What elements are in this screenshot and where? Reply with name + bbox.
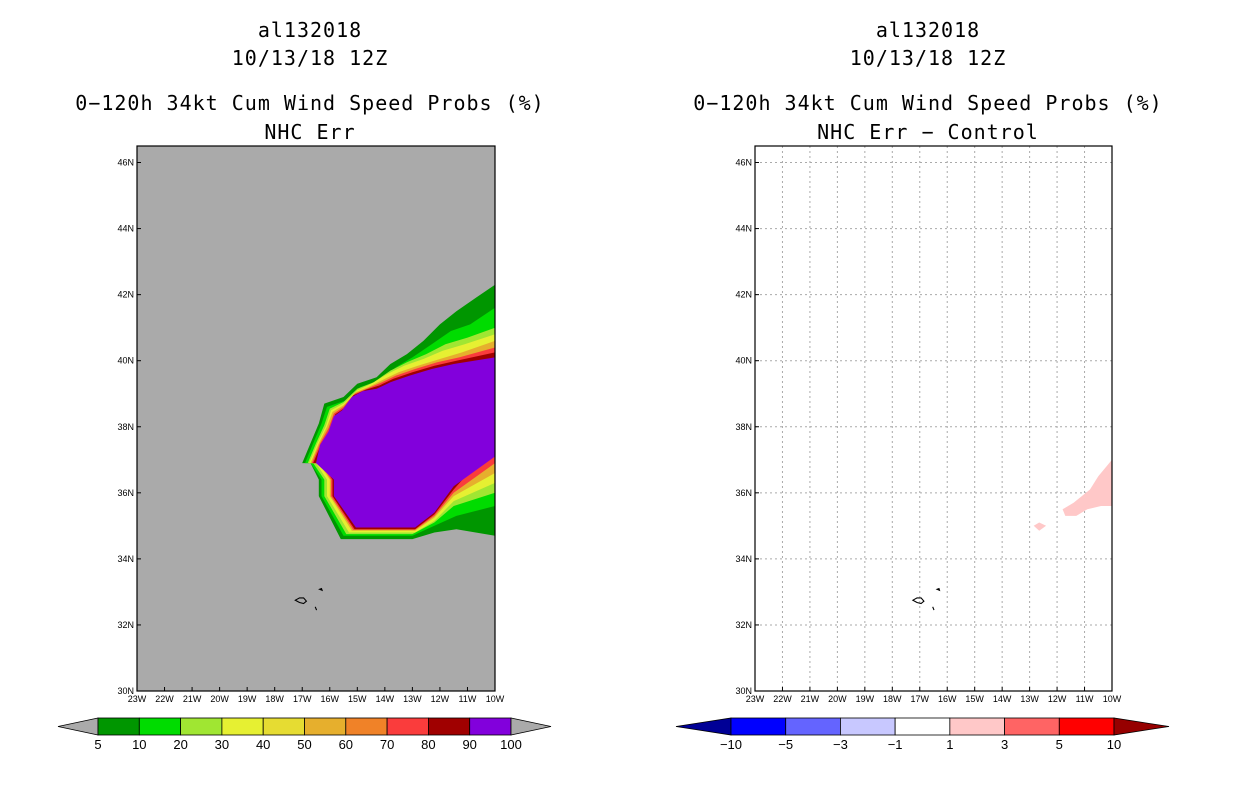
contour-100 [316, 357, 495, 528]
x-tick-label: 23W [128, 694, 147, 704]
colorbar-label: 50 [297, 737, 311, 752]
colorbar-label: 5 [94, 737, 101, 752]
colorbar-label: 90 [462, 737, 476, 752]
colorbar-swatch [262, 717, 305, 736]
x-tick-label: 14W [376, 694, 395, 704]
x-tick-label: 18W [265, 694, 284, 704]
colorbar-label: 70 [380, 737, 394, 752]
x-tick-label: 16W [321, 694, 340, 704]
colorbar-low-arrow [57, 717, 99, 736]
y-tick-label: 42N [117, 290, 134, 300]
colorbar-label: 20 [173, 737, 187, 752]
island-madeira [294, 597, 308, 605]
colorbar-swatch [97, 717, 140, 736]
colorbar-label: 10 [132, 737, 146, 752]
y-tick-label: 46N [117, 158, 134, 168]
x-tick-label: 22W [155, 694, 174, 704]
y-tick-label: 32N [117, 620, 134, 630]
x-tick-label: 11W [459, 694, 477, 704]
right-datetime: 10/13/18 12Z [849, 46, 1007, 70]
map-frame [136, 145, 496, 692]
y-tick-label: 30N [117, 686, 134, 696]
colorbar-label: 30 [215, 737, 229, 752]
left-datetime: 10/13/18 12Z [231, 46, 389, 70]
colorbar-swatch [469, 717, 512, 736]
island-porto-santo [318, 587, 324, 592]
left-product-title: 0−120h 34kt Cum Wind Speed Probs (%) [75, 91, 545, 115]
left-subtitle: NHC Err [264, 120, 356, 144]
x-tick-label: 10W [486, 694, 505, 704]
y-tick-label: 38N [117, 422, 134, 432]
x-tick-label: 20W [210, 694, 229, 704]
x-tick-label: 17W [293, 694, 312, 704]
colorbar-swatch [221, 717, 264, 736]
x-tick-label: 13W [403, 694, 422, 704]
colorbar-label: 60 [339, 737, 353, 752]
colorbar-label: 80 [421, 737, 435, 752]
x-tick-label: 12W [431, 694, 450, 704]
x-tick-label: 21W [183, 694, 202, 704]
colorbar-swatch [427, 717, 471, 736]
right-product-title: 0−120h 34kt Cum Wind Speed Probs (%) [693, 91, 1163, 115]
y-tick-label: 36N [117, 488, 134, 498]
y-tick-label: 40N [117, 356, 134, 366]
colorbar-label: 40 [256, 737, 270, 752]
island-desertas [314, 606, 318, 611]
x-tick-label: 15W [348, 694, 367, 704]
colorbar-swatch [138, 717, 182, 736]
colorbar-swatch [345, 717, 388, 736]
right-subtitle: NHC Err − Control [817, 120, 1039, 144]
right-storm-id: al132018 [875, 18, 981, 42]
colorbar-swatch [304, 717, 347, 736]
x-tick-label: 19W [238, 694, 257, 704]
colorbar-high-arrow [510, 717, 552, 736]
colorbar-swatch [386, 717, 429, 736]
colorbar-swatch [180, 717, 223, 736]
y-tick-label: 44N [117, 224, 134, 234]
left-storm-id: al132018 [257, 18, 363, 42]
y-tick-label: 34N [117, 554, 134, 564]
colorbar-label: 100 [500, 737, 522, 752]
